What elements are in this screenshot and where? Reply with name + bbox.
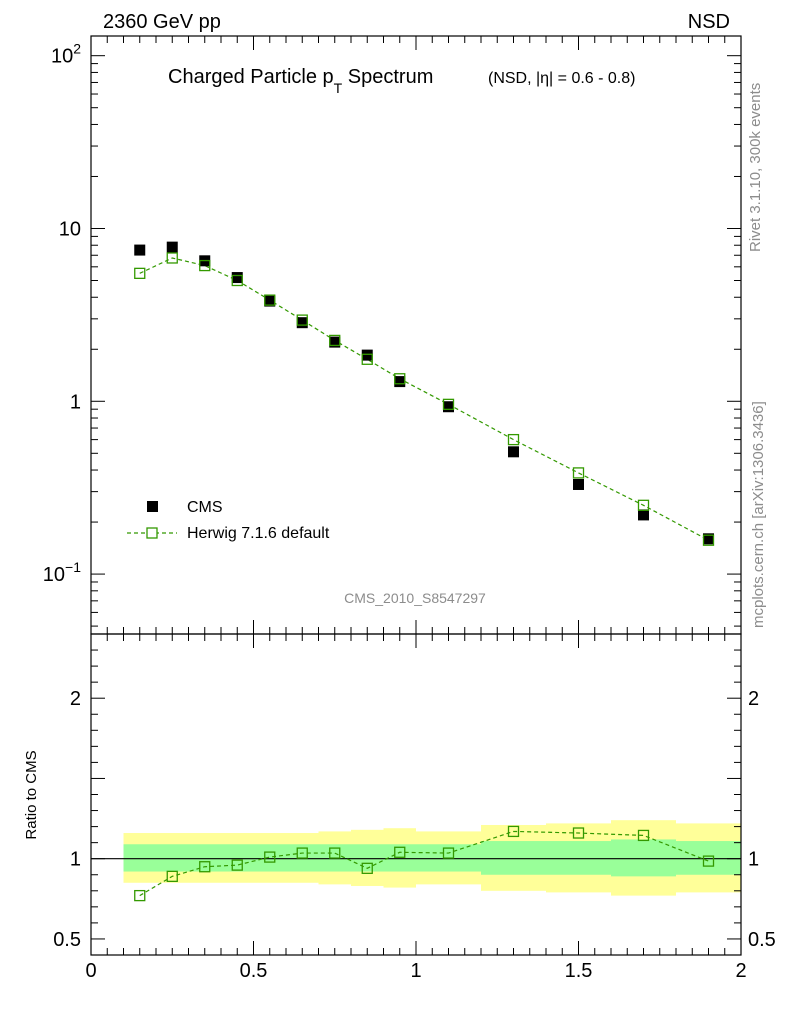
cms-point-4: [264, 295, 276, 307]
title-subscript: T: [334, 80, 343, 96]
ratio-ylabel: Ratio to CMS: [23, 750, 40, 839]
mc-point-5: [296, 314, 308, 326]
mcplots-label: mcplots.cern.ch [arXiv:1306.3436]: [750, 401, 767, 628]
ratio-ytick-label-right-2: 0.5: [748, 929, 776, 951]
ratio-point-1: [166, 870, 178, 883]
band-inner-10: [481, 841, 546, 875]
ratio-frame: [90, 633, 742, 956]
analysis-tag: CMS_2010_S8547297: [344, 590, 486, 606]
mc-point-4: [264, 294, 276, 306]
xtick-label-4: 2: [735, 960, 746, 982]
legend-mc-label: Herwig 7.1.6 default: [187, 525, 330, 542]
cms-point-0: [134, 244, 146, 256]
cms-point-11: [573, 478, 584, 490]
legend-mc-marker: [146, 527, 158, 539]
ratio-point-10: [507, 825, 520, 838]
main-ytick-label-2: 1: [70, 391, 81, 413]
cms-point-9: [443, 401, 454, 413]
xtick-label-0: 0: [85, 960, 96, 982]
ratio-ytick-label-left-2: 0.5: [53, 929, 81, 951]
ratio-ytick-label-left-0: 2: [70, 688, 81, 710]
mc-point-6: [329, 334, 341, 347]
header-right: NSD: [688, 11, 730, 33]
mc-point-0: [134, 267, 146, 279]
legend-data-label: CMS: [187, 499, 223, 516]
main-ytick-label-0: 102: [51, 41, 81, 68]
mc-point-13: [702, 534, 715, 546]
ratio-ytick-label-left-1: 1: [70, 849, 81, 871]
mc-point-2: [199, 259, 211, 272]
band-inner-4: [253, 844, 286, 872]
ratio-point-4: [264, 851, 276, 863]
legend-data-marker: [147, 501, 158, 512]
mc-point-3: [231, 274, 243, 287]
band-inner-7: [351, 844, 384, 872]
mc-point-1: [166, 252, 178, 264]
mc-point-11: [572, 467, 585, 479]
band-inner-1: [156, 844, 189, 872]
ratio-bands: [123, 820, 741, 896]
mc-point-12: [637, 499, 650, 511]
xtick-label-2: 1: [410, 960, 421, 982]
main-ytick-label-1: 10: [59, 218, 81, 240]
main-frame: [90, 35, 742, 635]
cms-point-1: [166, 241, 178, 253]
ratio-point-9: [442, 847, 455, 859]
ratio-ytick-label-right-1: 1: [748, 849, 759, 871]
ratio-point-5: [296, 847, 308, 859]
cms-point-6: [329, 336, 341, 348]
ratio-point-0: [134, 889, 146, 902]
ratio-point-6: [329, 847, 341, 859]
chart-title: Charged Particle pT Spectrum: [168, 66, 433, 96]
band-inner-3: [221, 844, 254, 872]
mc-point-10: [507, 433, 520, 446]
legend: CMS Herwig 7.1.6 default: [127, 499, 330, 542]
rivet-label: Rivet 3.1.10, 300k events: [747, 83, 764, 252]
header-left: 2360 GeV pp: [103, 11, 221, 33]
cms-point-5: [296, 317, 308, 329]
mc-line: [139, 257, 709, 541]
xtick-label-1: 0.5: [240, 960, 268, 982]
ratio-point-13: [702, 855, 715, 867]
ratio-point-8: [394, 846, 406, 858]
cms-point-3: [231, 272, 243, 284]
data-marks: [134, 241, 715, 902]
cms-point-8: [394, 376, 406, 388]
title-extra: (NSD, |η| = 0.6 - 0.8): [488, 70, 635, 87]
ratio-point-3: [231, 859, 243, 871]
axes-frames: [90, 35, 742, 956]
cms-point-12: [638, 509, 649, 521]
band-inner-11: [546, 841, 611, 875]
xtick-label-3: 1.5: [565, 960, 593, 982]
title-main: Charged Particle p: [168, 66, 334, 88]
mc-point-9: [442, 398, 455, 410]
band-inner-2: [188, 844, 221, 872]
mc-point-7: [361, 353, 373, 365]
ratio-point-7: [361, 862, 373, 874]
title-rest: Spectrum: [342, 66, 433, 88]
band-inner-13: [676, 841, 741, 875]
ratio-ytick-label-right-0: 2: [748, 688, 759, 710]
ratio-point-11: [572, 827, 585, 839]
mc-point-8: [394, 373, 406, 385]
ratio-point-2: [199, 861, 211, 873]
cms-point-7: [361, 349, 373, 361]
cms-point-10: [508, 446, 519, 458]
band-inner-12: [611, 839, 676, 877]
cms-point-13: [703, 533, 714, 545]
ratio-point-12: [637, 829, 650, 842]
main-ytick-label-3: 10−1: [43, 559, 81, 586]
band-inner-0: [123, 844, 156, 872]
